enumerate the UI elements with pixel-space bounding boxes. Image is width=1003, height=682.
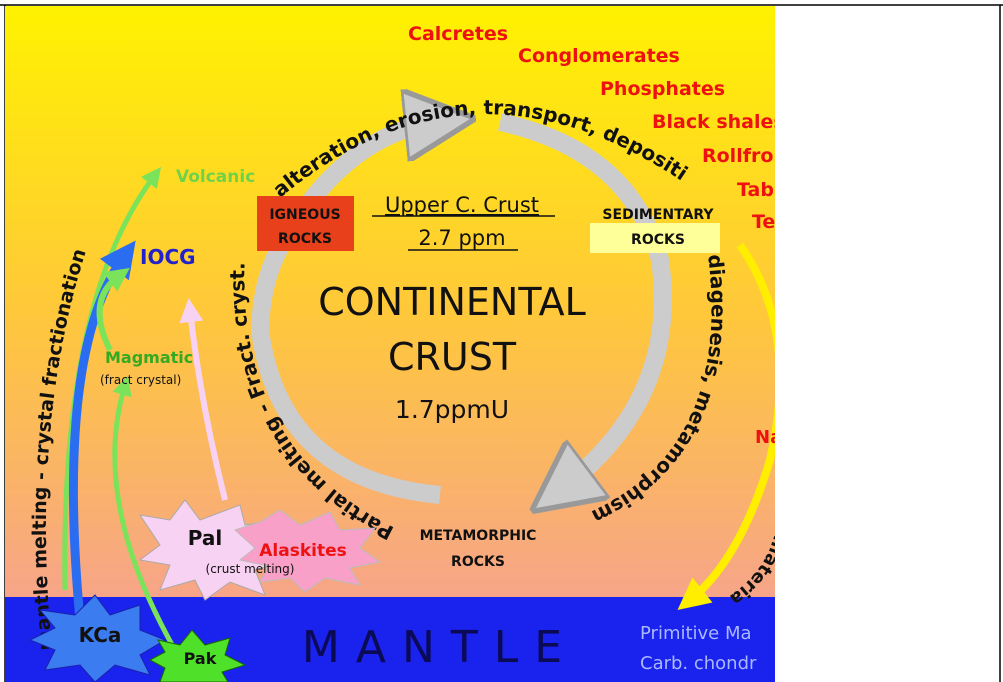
pal: Pal	[188, 526, 222, 550]
alaskites: Alaskites	[259, 541, 346, 561]
alaskites-burst	[234, 509, 382, 593]
kca: KCa	[79, 623, 122, 647]
figure: Calcretes Conglomerates Phosphates Black…	[5, 6, 785, 682]
arrow	[96, 268, 130, 352]
magmatic: Magmatic	[105, 348, 193, 367]
cycle-arrows	[250, 113, 672, 504]
igneous-box	[257, 196, 354, 251]
pak-burst	[148, 629, 247, 682]
center-title: CRUST	[388, 335, 517, 379]
primitive: Primitive Ma	[640, 623, 752, 644]
deposit: Black shales	[652, 111, 785, 133]
chondrite: Carb. chondr	[640, 653, 757, 674]
rock-label: SEDIMENTARY	[602, 207, 714, 223]
sedimentary-box	[590, 223, 720, 253]
background	[5, 6, 775, 682]
na: Na	[755, 427, 782, 448]
upper-crust-value: 2.7 ppm	[418, 226, 505, 250]
arrow	[179, 298, 228, 501]
magmatic-note: (fract crystal)	[100, 373, 181, 387]
volcanic: Volcanic	[176, 167, 255, 187]
rock-label: ROCKS	[278, 231, 332, 247]
pak: Pak	[184, 649, 217, 668]
rock-label: METAMORPHIC	[420, 528, 537, 544]
arrow	[112, 375, 178, 652]
deposit: Phosphates	[600, 78, 725, 100]
kca-burst	[28, 594, 167, 682]
deposit: Conglomerates	[518, 45, 680, 67]
rock-label: ROCKS	[631, 232, 685, 248]
rock-label: ROCKS	[451, 554, 505, 570]
rock-label: IGNEOUS	[269, 207, 340, 223]
mantle-label: MANTLE	[302, 622, 578, 673]
center-value: 1.7ppmU	[395, 395, 509, 424]
pal-note: (crust melting)	[206, 562, 295, 576]
arrow	[292, 122, 440, 221]
deposit: Tab	[737, 179, 774, 201]
arrow	[677, 242, 775, 611]
upper-crust: Upper C. Crust	[385, 193, 539, 217]
deposit: Te	[752, 211, 775, 233]
center-title: CONTINENTAL	[318, 280, 586, 324]
deposit: Rollfro	[702, 145, 773, 167]
iocg: IOCG	[140, 245, 196, 269]
arrow	[498, 113, 672, 490]
arrow	[250, 213, 441, 504]
deposit: Calcretes	[408, 23, 508, 45]
